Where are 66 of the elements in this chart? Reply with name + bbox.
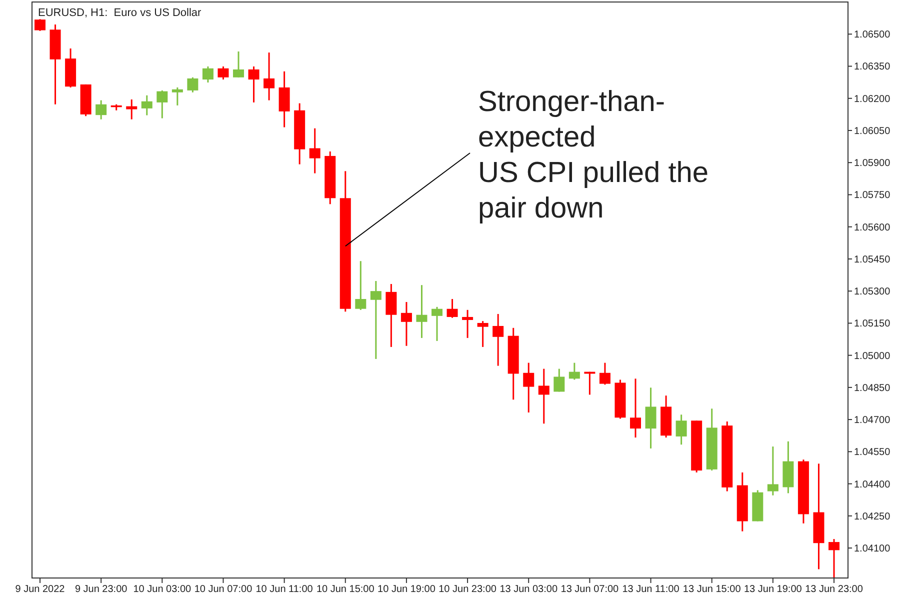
candlestick [462,309,474,339]
y-tick-label: 1.04550 [854,447,891,458]
x-tick-label: 10 Jun 03:00 [133,584,192,595]
x-tick-label: 9 Jun 23:00 [74,584,128,595]
x-tick-label: 10 Jun 23:00 [438,584,497,595]
candlestick [309,128,320,174]
candlestick [202,66,214,84]
candlestick [630,378,641,438]
y-tick-label: 1.06500 [854,30,891,41]
candlestick [446,298,458,319]
x-tick-label: 13 Jun 03:00 [500,584,558,595]
candlestick [355,260,366,311]
x-tick-label: 13 Jun 15:00 [682,584,742,595]
candlestick [370,280,382,360]
y-tick-label: 1.04700 [854,415,891,426]
x-tick-label: 10 Jun 19:00 [378,584,436,595]
candlestick [676,414,687,446]
candlestick [233,50,244,78]
y-tick-label: 1.05000 [854,350,891,362]
candlestick [554,368,565,392]
y-tick-label: 1.05600 [854,222,891,234]
x-tick-label: 13 Jun 11:00 [622,584,680,595]
candlestick [767,446,778,496]
x-tick-label: 10 Jun 11:00 [256,584,314,595]
candlestick [645,386,656,450]
candlestick [264,52,275,102]
candlestick [400,301,412,347]
candlestick [248,66,260,104]
x-tick-label: 10 Jun 15:00 [316,584,375,595]
y-tick-label: 1.05150 [854,318,891,330]
y-tick-label: 1.05900 [854,158,891,170]
annotation: Stronger-than- expected US CPI pulled the pair down [478,86,709,224]
y-tick-label: 1.06350 [854,62,891,73]
candlestick [187,76,198,94]
chart-title: EURUSD, H1: Euro vs US Dollar [38,7,202,19]
candlestick [416,284,428,339]
candlestick [492,313,504,367]
candlestick [538,368,550,424]
y-tick-label: 1.06200 [854,94,891,105]
candlestick [278,70,290,128]
y-tick-label: 1.04850 [854,382,891,394]
candlestick [568,362,580,380]
y-tick-label: 1.05300 [854,286,891,298]
y-tick-label: 1.05750 [854,190,891,202]
y-tick-label: 1.06050 [854,126,891,137]
candlestick [386,283,397,348]
y-tick-label: 1.05450 [854,254,891,266]
y-tick-label: 1.04250 [854,511,891,522]
candlestick [126,98,138,120]
y-tick-label: 1.04400 [854,479,891,490]
candlestick [218,66,229,80]
candlestick [523,362,534,414]
x-tick-label: 10 Jun 07:00 [194,584,253,595]
candlestick [156,90,168,120]
candlestick [34,18,46,32]
candlestick [96,100,107,120]
candlestick [432,306,442,342]
x-tick-label: 13 Jun 23:00 [805,584,864,595]
y-tick-label: 1.04100 [854,544,891,555]
x-tick-label: 13 Jun 19:00 [744,584,802,595]
candlestick [599,362,610,386]
candlestick [141,94,152,116]
x-tick-label: 9 Jun 2022 [15,584,66,595]
candlestick [477,320,488,348]
candlestick [172,86,183,106]
x-tick-label: 13 Jun 07:00 [560,584,620,595]
